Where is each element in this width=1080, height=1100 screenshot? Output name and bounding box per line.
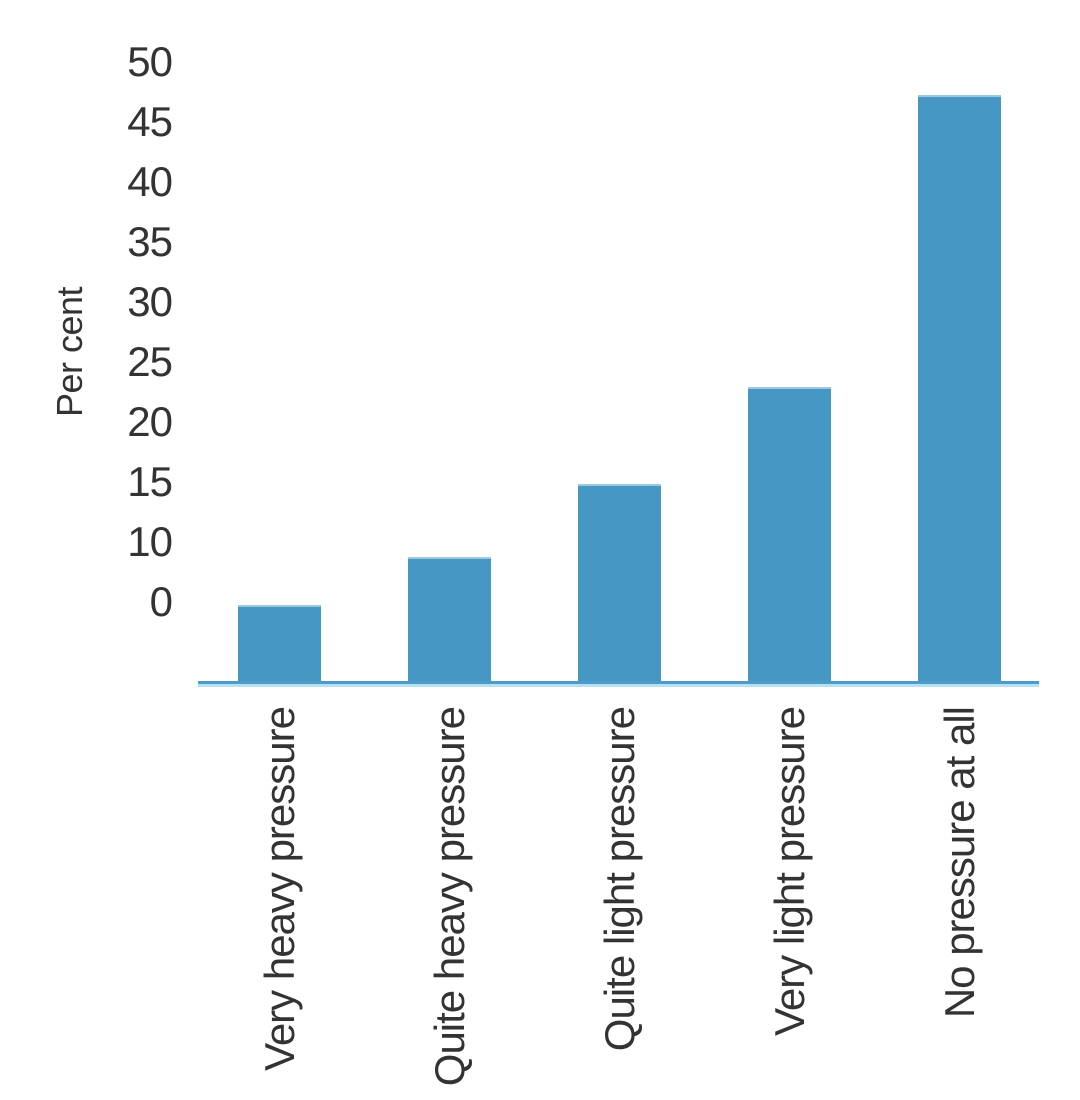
bar-quite-light-pressure	[578, 484, 661, 681]
x-axis-line	[198, 681, 1039, 687]
y-tick-label: 20	[127, 398, 173, 445]
y-tick-label: 40	[127, 158, 173, 205]
y-tick-label: 0	[149, 578, 173, 625]
y-tick-label: 15	[127, 458, 173, 505]
x-category-label-text: No pressure at all	[936, 707, 983, 1019]
y-tick-label: 30	[127, 278, 173, 325]
y-tick-label: 50	[127, 38, 173, 85]
x-category-label: No pressure at all	[936, 707, 1080, 1018]
y-tick-label: 45	[127, 98, 173, 145]
plot-area	[198, 0, 1039, 681]
x-category-label-text: Quite light pressure	[596, 707, 643, 1052]
y-tick-label: 10	[127, 518, 173, 565]
bar-very-heavy-pressure	[238, 605, 321, 681]
x-category-label-text: Very heavy pressure	[256, 707, 303, 1071]
x-category-label-text: Very light pressure	[766, 707, 813, 1036]
bar-quite-heavy-pressure	[408, 557, 491, 681]
y-tick-label: 35	[127, 218, 173, 265]
x-category-label-text: Quite heavy pressure	[426, 707, 473, 1087]
bar-no-pressure-at-all	[918, 95, 1001, 681]
bar-very-light-pressure	[748, 387, 831, 681]
y-tick-label: 25	[127, 338, 173, 385]
